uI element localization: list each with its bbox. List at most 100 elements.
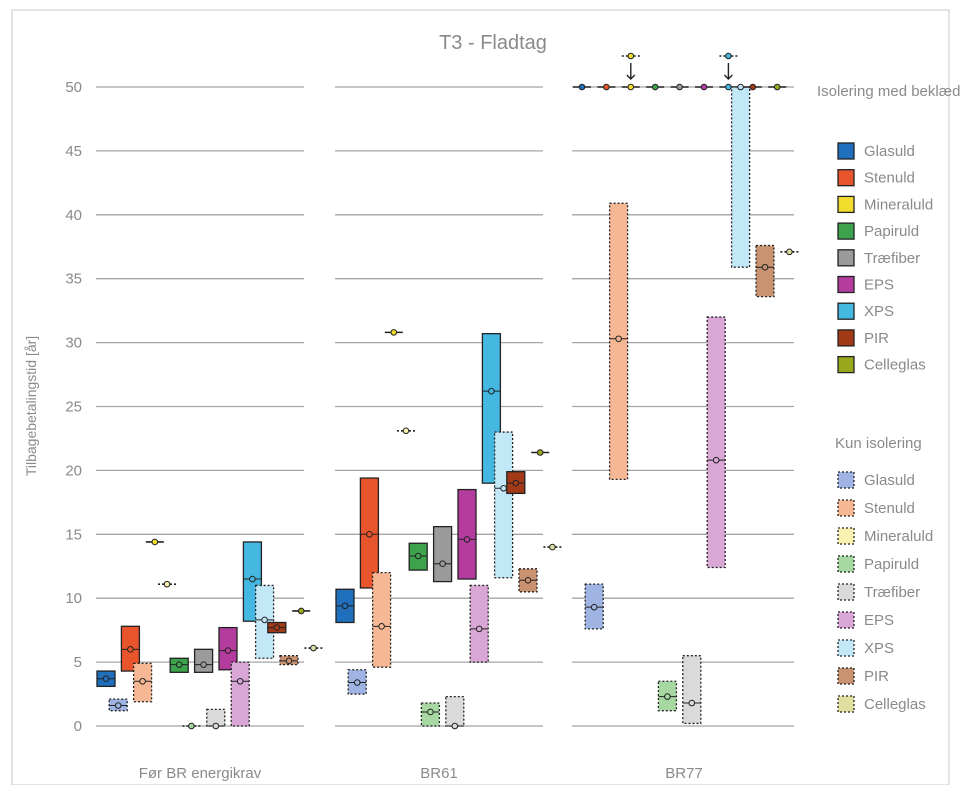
legend-label: EPS (864, 612, 894, 629)
mid-marker (664, 693, 671, 700)
range-bar (573, 83, 591, 91)
legend-swatch (837, 275, 855, 294)
legend-swatch (837, 583, 855, 601)
legend-item: Celleglas (837, 695, 926, 713)
mid-marker (700, 83, 708, 91)
legend-item: Træfiber (837, 583, 920, 601)
range-box (206, 708, 226, 727)
y-axis-label: Tilbagebetalingstid [år] (23, 336, 39, 476)
range-bar (169, 657, 189, 673)
mid-marker (273, 624, 281, 631)
legend-swatch (837, 695, 855, 713)
legend-label: Mineraluld (864, 196, 933, 213)
legend-label: Træfiber (864, 584, 920, 601)
range-box (371, 571, 392, 668)
range-bar (267, 621, 287, 634)
y-tick-label: 45 (65, 143, 82, 160)
range-box (493, 431, 514, 579)
range-box (457, 488, 477, 580)
range-bar (621, 52, 640, 91)
range-bar (706, 316, 726, 569)
legend-label: Stenuld (864, 170, 915, 187)
y-tick-label: 10 (65, 590, 82, 607)
range-bar (279, 655, 299, 666)
legend-item: EPS (837, 611, 894, 629)
legend-swatch (837, 355, 855, 374)
legend-label: Glasuld (864, 472, 915, 489)
group-label: BR61 (420, 765, 458, 782)
mid-marker (688, 699, 696, 707)
y-tick-label: 0 (74, 718, 82, 735)
chart-frame (11, 9, 950, 785)
legend-item: XPS (837, 639, 894, 657)
legend-swatch (837, 667, 855, 685)
legend-swatch (837, 527, 855, 545)
range-bar (206, 708, 226, 730)
range-bar (493, 431, 514, 579)
legend-item: Glasuld (837, 142, 915, 160)
legend-item: Træfiber (837, 249, 920, 267)
mid-marker (786, 248, 793, 256)
mid-marker (439, 560, 446, 567)
mid-marker (390, 329, 398, 336)
range-box (682, 655, 702, 725)
range-bar (543, 543, 562, 551)
y-tick-label: 20 (65, 462, 82, 479)
mid-marker (188, 722, 195, 730)
legend-label: PIR (864, 330, 889, 347)
range-bar (646, 83, 665, 91)
legend-item: Glasuld (837, 471, 915, 489)
range-bar (518, 568, 538, 593)
y-tick-label: 30 (65, 335, 82, 352)
legend-item: Stenuld (837, 499, 915, 517)
legend-item: Mineraluld (837, 195, 933, 213)
legend-label: Stenuld (864, 500, 915, 517)
mid-marker (163, 580, 171, 588)
range-bar (597, 83, 616, 91)
legend-item: Celleglas (837, 355, 926, 374)
mid-marker (139, 677, 146, 685)
range-bar (506, 471, 526, 495)
range-bar (193, 648, 214, 673)
offchart-arrow (626, 63, 636, 80)
y-tick-label: 40 (65, 207, 82, 224)
mid-marker (236, 677, 244, 685)
legend-label: Papiruld (864, 556, 919, 573)
mid-marker (175, 661, 183, 668)
mid-marker (524, 577, 532, 584)
mid-marker (749, 83, 757, 91)
range-bar (432, 525, 453, 583)
range-bar (359, 477, 380, 589)
range-bar (743, 83, 762, 91)
mid-marker (463, 536, 471, 543)
mid-marker (353, 679, 361, 686)
legend-item: Papiruld (837, 555, 919, 573)
legend-swatch (837, 555, 855, 573)
mid-marker (451, 722, 459, 730)
range-box (432, 525, 453, 583)
legend-label: Celleglas (864, 357, 926, 374)
mid-marker (676, 83, 683, 91)
legend-label: Papiruld (864, 223, 919, 240)
legend-item: PIR (837, 667, 889, 685)
range-bar (145, 538, 164, 546)
y-tick-label: 15 (65, 526, 82, 543)
range-bar (670, 83, 689, 91)
range-box (445, 695, 465, 727)
mid-marker (627, 83, 635, 91)
range-bar (292, 607, 311, 615)
offchart-marker (627, 52, 635, 60)
legend-label: XPS (864, 303, 894, 320)
range-bar (108, 698, 128, 712)
range-box (230, 661, 250, 727)
range-bar (335, 588, 355, 624)
mid-marker (102, 675, 110, 683)
legend-label: Træfiber (864, 250, 920, 267)
mid-marker (261, 616, 268, 624)
range-box (706, 316, 726, 569)
mid-marker (615, 335, 622, 343)
range-bar (469, 584, 489, 663)
mid-marker (200, 661, 207, 668)
range-bar (768, 83, 787, 91)
mid-marker (737, 83, 744, 91)
